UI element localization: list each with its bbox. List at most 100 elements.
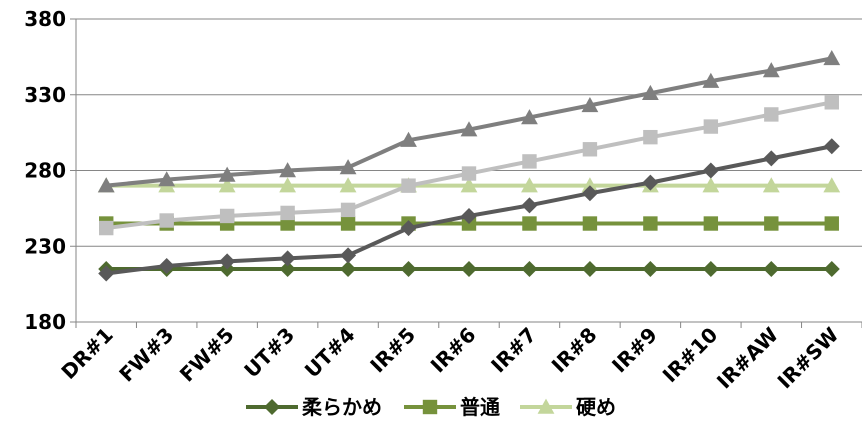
y-tick-label: 330 [24,83,66,107]
data-point [158,257,175,274]
data-point [763,260,780,277]
data-point [401,178,416,193]
data-point [218,177,236,193]
legend-marker [537,398,555,414]
data-point [823,260,840,277]
data-point [279,250,296,267]
data-point [703,119,719,134]
data-point [98,265,115,282]
data-point [339,177,357,193]
data-point [340,202,356,218]
legend-label: 柔らかめ [302,395,382,419]
data-point [400,220,417,237]
data-point [279,260,296,277]
data-point [581,185,598,202]
data-point [522,216,537,231]
legend-marker [422,399,438,415]
data-point [703,216,719,231]
data-point [702,177,720,193]
data-point [581,177,599,193]
data-point [521,260,538,277]
data-point [643,129,658,145]
data-point [340,216,356,231]
data-point [823,49,841,66]
data-point [641,84,659,100]
data-point [400,131,417,147]
series-3 [98,138,840,282]
data-point [824,95,839,110]
x-tick-label: IR#7 [486,323,541,378]
data-point [642,174,659,191]
data-point [521,177,538,193]
data-point [460,177,478,193]
data-point [460,121,478,137]
data-point [279,162,297,178]
data-point [219,208,235,224]
y-tick-label: 180 [24,310,66,334]
data-point [522,154,537,169]
x-tick-label: IR#8 [547,323,602,378]
series-4 [99,95,839,236]
legend-item: 普通 [404,395,500,419]
y-tick-label: 280 [24,159,66,183]
data-point [764,216,779,231]
series-group [97,49,841,282]
series-2 [97,177,841,193]
x-tick-label: IR#SW [773,323,844,394]
legend: 柔らかめ 普通 硬め [246,395,616,419]
legend-label: 硬め [576,395,616,419]
x-tick-label: FW#5 [175,323,239,387]
data-point [158,171,176,187]
data-point [764,107,779,122]
data-point [159,213,174,228]
data-point [97,177,115,193]
data-point [521,197,538,214]
data-point [762,177,780,193]
series-5 [97,49,841,193]
data-point [702,162,719,179]
data-point [461,260,477,277]
data-point [582,216,598,231]
data-point [340,247,357,264]
data-point [823,177,841,193]
data-point [763,150,780,167]
y-tick-label: 230 [24,234,66,258]
x-tick-label: IR#5 [365,323,420,378]
y-tick-label: 380 [24,7,66,31]
legend-item: 柔らかめ [246,395,382,419]
legend-label: 普通 [460,395,500,419]
x-tick-label: UT#3 [239,323,299,383]
y-axis-ticks: 180 230 280 330 380 [24,7,66,334]
data-point [521,109,538,125]
axes [70,18,862,328]
legend-marker [264,399,280,415]
x-tick-label: UT#4 [300,323,360,383]
x-tick-label: IR#AW [712,323,783,394]
data-point [762,62,780,78]
data-point [642,260,659,277]
legend-item: 硬め [520,395,616,419]
data-point [218,166,236,182]
data-point [99,220,114,236]
data-point [823,138,840,155]
data-point [400,260,417,277]
data-point [461,207,477,224]
data-point [702,72,720,88]
data-point [279,177,297,193]
data-point [219,253,236,270]
x-axis-ticks: DR#1FW#3FW#5 UT#3 UT#4 IR#5 IR#6 IR#7 IR#8 IR#9… [56,323,843,394]
data-point [702,260,719,277]
data-point [643,216,658,231]
data-point [280,205,295,221]
x-tick-label: FW#3 [114,323,178,387]
x-tick-label: IR#9 [607,323,662,378]
data-point [581,96,599,113]
data-point [339,159,357,175]
data-point [581,260,598,277]
data-point [582,142,598,157]
data-point [461,166,477,181]
data-point [824,216,839,231]
data-point [340,260,357,277]
x-tick-label: IR#6 [426,323,481,378]
